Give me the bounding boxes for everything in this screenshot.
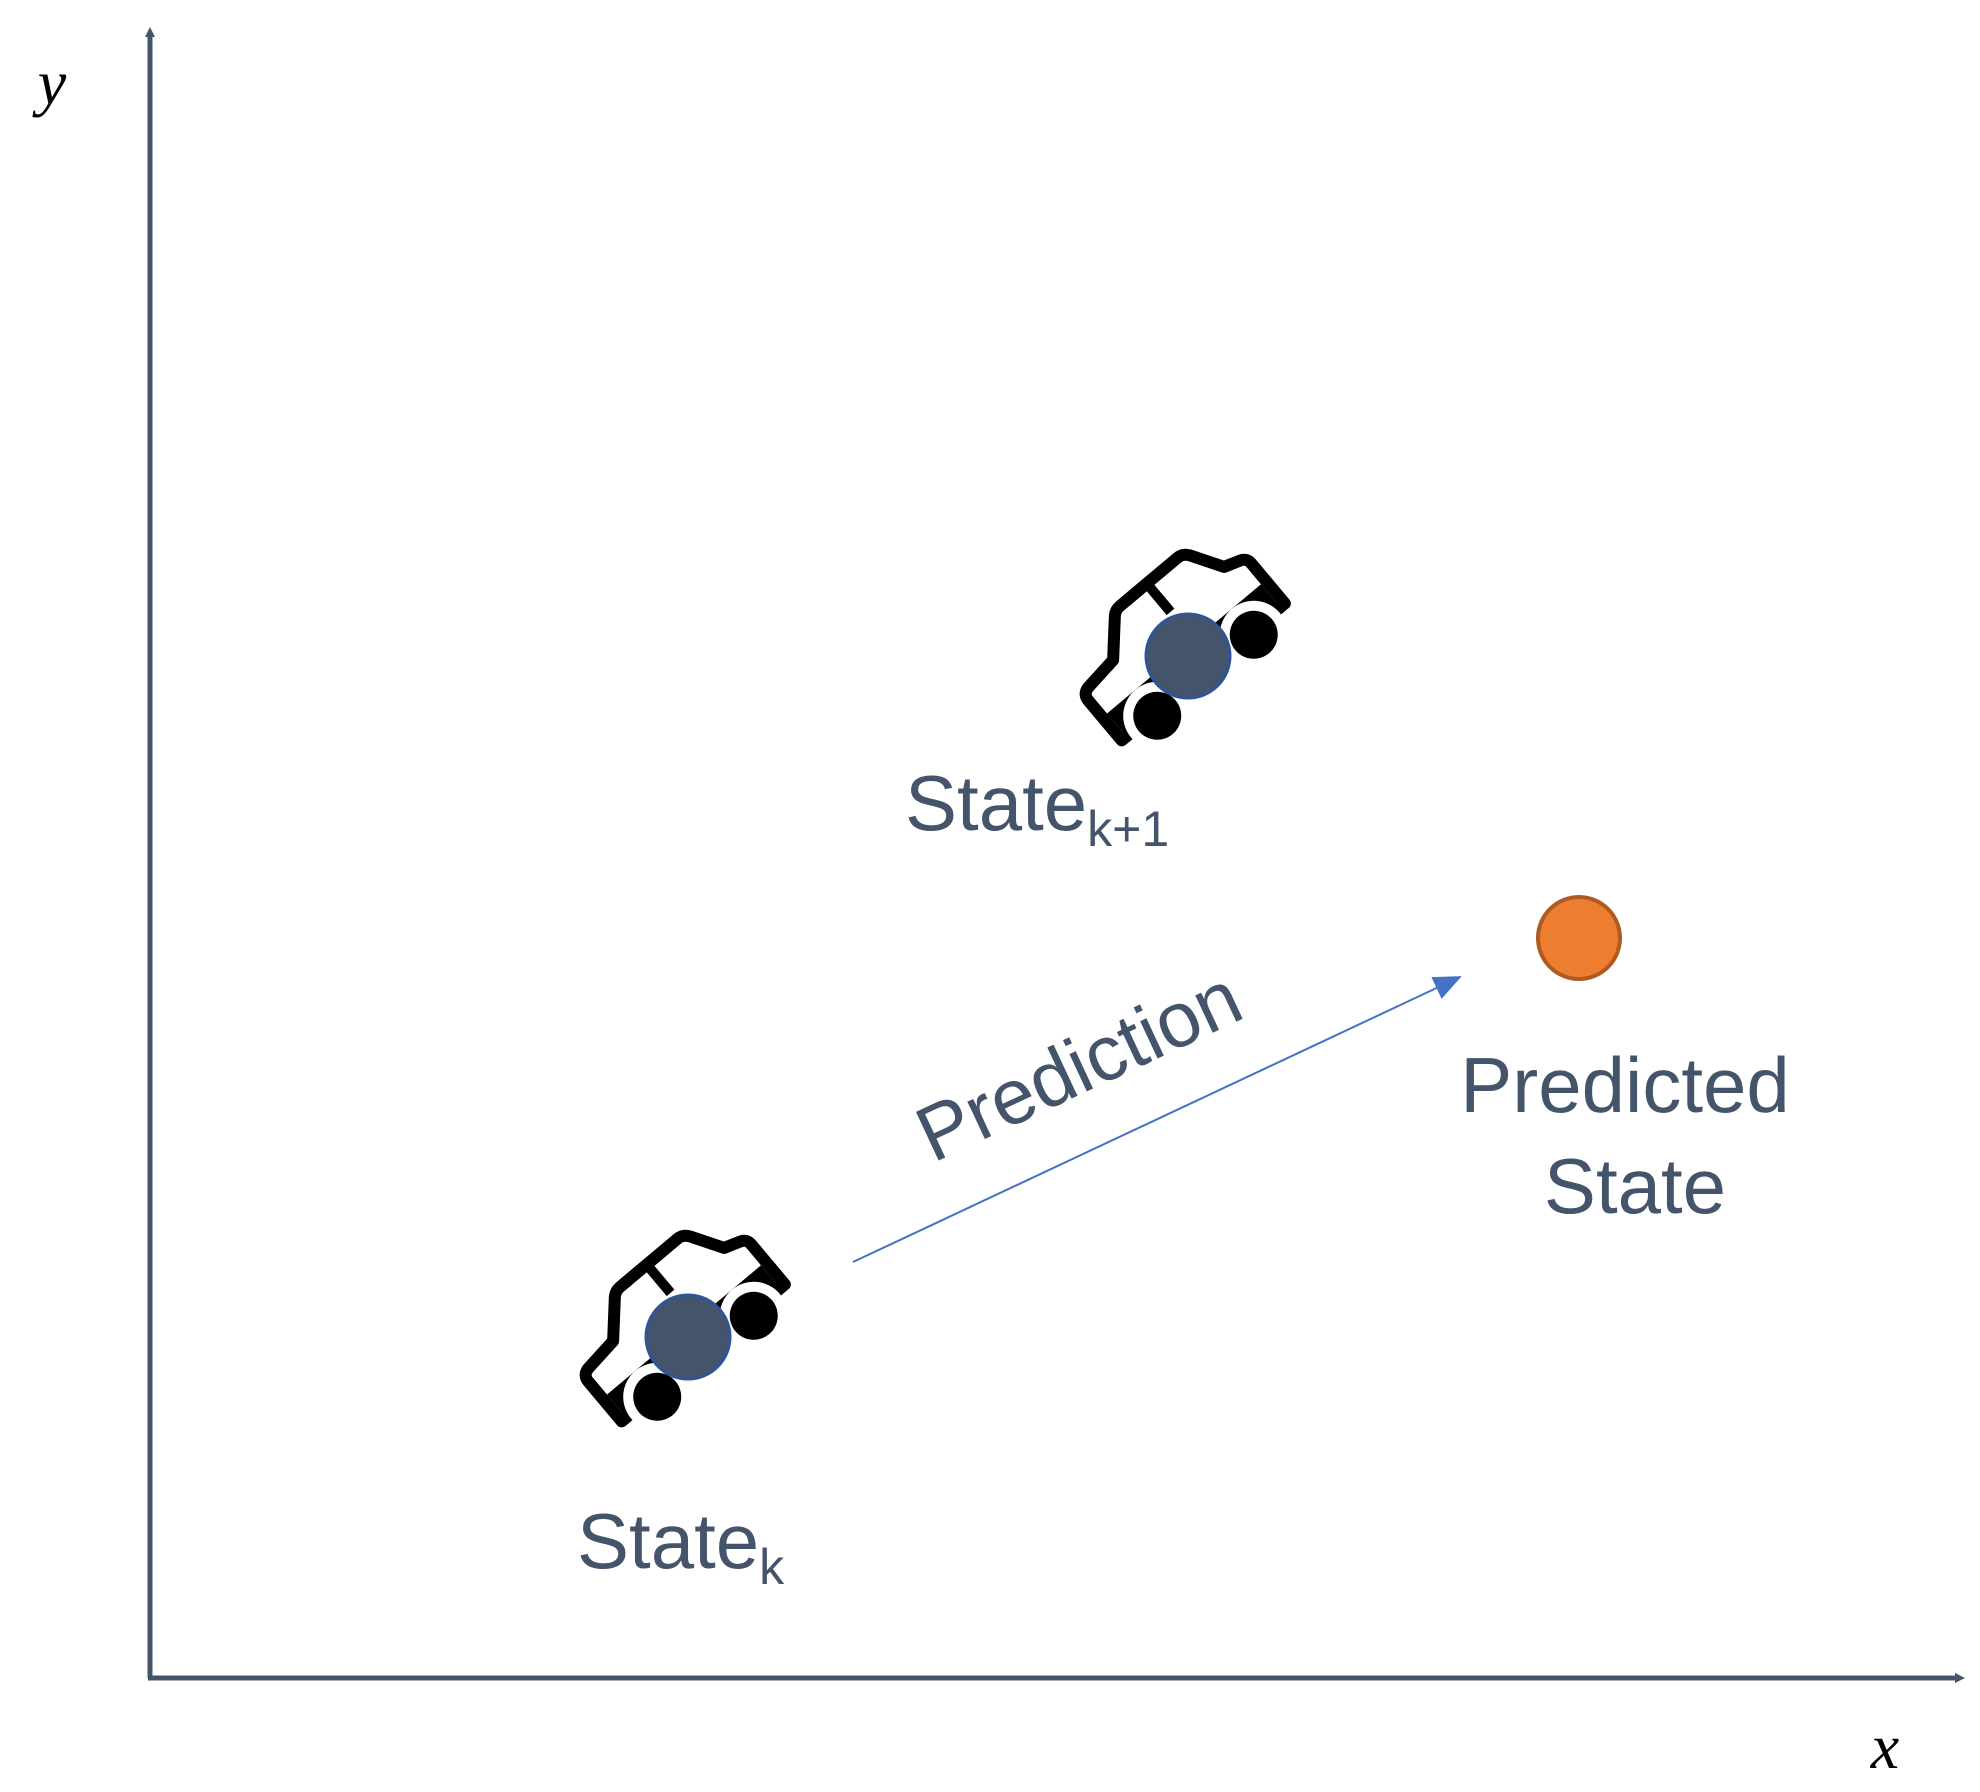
node-label: State — [1544, 1142, 1726, 1230]
predicted-point — [1536, 895, 1622, 981]
edge-label: Prediction — [903, 952, 1255, 1178]
node-label: Predicted — [1460, 1041, 1790, 1129]
node-subscript: k+1 — [1087, 801, 1169, 857]
y-axis-label: y — [32, 47, 67, 118]
prediction-arrow — [852, 976, 1462, 1263]
node-text: State — [905, 759, 1087, 847]
node-text: State — [577, 1497, 759, 1585]
state-point — [644, 1293, 732, 1381]
node-label: Statek — [577, 1497, 785, 1595]
state-point — [1144, 612, 1232, 700]
node-subscript: k — [759, 1539, 785, 1595]
x-axis-label: x — [1870, 1711, 1899, 1782]
node-label: Statek+1 — [905, 759, 1169, 857]
